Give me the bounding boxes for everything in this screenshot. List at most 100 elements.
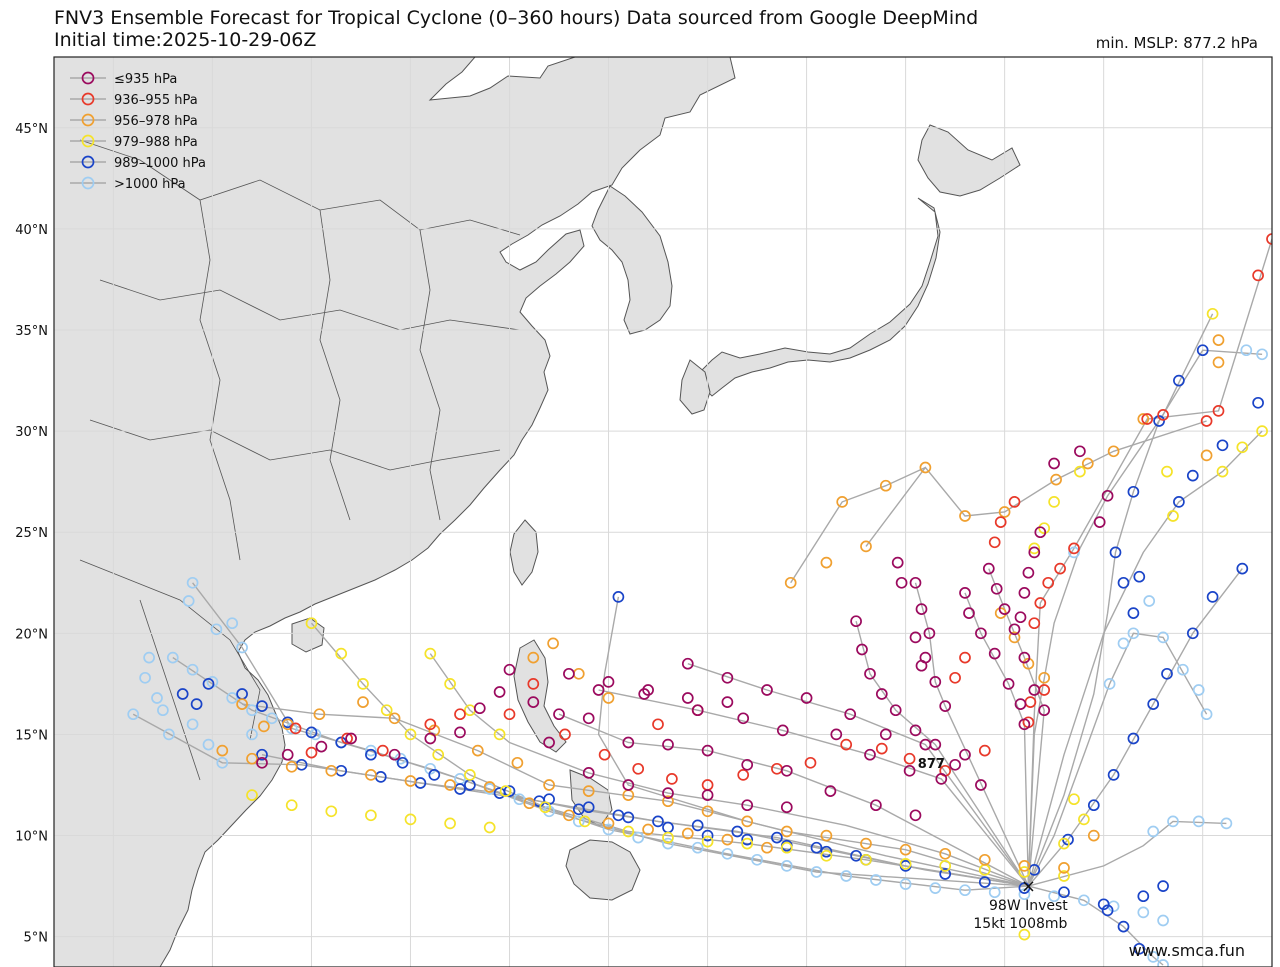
legend-marker [81, 176, 95, 190]
forecast-point [563, 809, 575, 822]
forecast-point [365, 744, 377, 757]
forecast-point [1068, 546, 1080, 559]
forecast-point [1087, 829, 1100, 842]
forecast-point [939, 847, 952, 860]
forecast-point [572, 815, 585, 828]
forecast-point [1002, 678, 1015, 690]
forecast-point [1137, 890, 1150, 903]
forecast-point [1200, 708, 1213, 721]
forecast-point [761, 684, 773, 696]
forecast-point [909, 724, 922, 737]
forecast-point [493, 686, 506, 698]
forecast-point [840, 870, 853, 882]
forecast-point [305, 746, 318, 759]
forecast-point [691, 841, 704, 854]
forecast-point [870, 874, 882, 886]
forecast-point [176, 688, 189, 700]
forecast-point [1062, 833, 1074, 846]
forecast-point [285, 760, 298, 773]
forecast-point [701, 835, 714, 848]
lat-tick-label: 20°N [15, 627, 48, 642]
forecast-point [388, 712, 401, 725]
forecast-point [511, 756, 524, 769]
forecast-track [597, 596, 1029, 887]
forecast-point [1078, 894, 1090, 907]
forecast-point [186, 663, 199, 676]
forecast-point [266, 712, 278, 725]
forecast-point [891, 556, 904, 569]
forecast-point [820, 849, 833, 862]
forecast-track [242, 703, 1029, 887]
forecast-point [1018, 866, 1031, 878]
forecast-point [246, 789, 258, 801]
forecast-point [701, 789, 714, 801]
forecast-point [281, 748, 294, 761]
forecast-point [990, 582, 1003, 595]
forecast-point [335, 736, 348, 749]
forecast-track [1027, 430, 1263, 887]
forecast-point [483, 781, 496, 793]
forecast-point [810, 866, 823, 878]
forecast-point [246, 704, 258, 717]
forecast-point [919, 461, 932, 474]
forecast-point [1216, 465, 1229, 478]
forecast-point [1050, 473, 1062, 486]
storm-name: 98W Invest [989, 898, 1068, 914]
forecast-point [701, 829, 714, 842]
legend-marker [81, 92, 95, 106]
forecast-point [820, 556, 833, 569]
forecast-point [988, 647, 1001, 660]
forecast-point [1078, 813, 1090, 826]
forecast-point [1093, 516, 1106, 528]
forecast-point [982, 562, 995, 575]
forecast-point [1186, 627, 1199, 640]
forecast-point [612, 591, 625, 603]
forecast-point [1236, 441, 1249, 454]
forecast-point [909, 576, 922, 589]
forecast-point [1022, 566, 1035, 579]
forecast-track [988, 568, 1045, 887]
forecast-point [424, 647, 437, 660]
japan-kyushu [679, 359, 711, 415]
forecast-point [527, 651, 540, 664]
forecast-point [151, 692, 163, 704]
forecast-point [850, 849, 862, 862]
forecast-point [731, 825, 744, 838]
forecast-point [824, 785, 837, 797]
forecast-point [357, 696, 369, 708]
lat-tick-label: 30°N [15, 425, 48, 440]
forecast-point [404, 728, 417, 741]
forecast-point [1161, 465, 1173, 478]
forecast-point [582, 712, 595, 725]
legend: ≤935 hPa 936–955 hPa 956–978 hPa 979–988 hP… [70, 71, 206, 192]
forecast-point [365, 809, 377, 822]
forecast-point [701, 744, 714, 757]
forecast-point [776, 724, 789, 737]
lat-tick-label: 40°N [15, 223, 48, 238]
forecast-point [959, 884, 971, 897]
forecast-track [1028, 820, 1227, 887]
forecast-point [578, 815, 591, 828]
forecast-point [602, 823, 615, 836]
forecast-point [741, 799, 754, 812]
forecast-point [1206, 307, 1219, 320]
forecast-point [602, 676, 615, 688]
forecast-point [1018, 882, 1031, 894]
forecast-point [582, 767, 595, 779]
forecast-point [454, 783, 466, 795]
forecast-point [879, 479, 892, 492]
legend-marker [81, 71, 95, 85]
min-mslp-readout: min. MSLP: 877.2 hPa [1095, 34, 1258, 52]
forecast-point [256, 748, 268, 761]
chart-title: FNV3 Ensemble Forecast for Tropical Cycl… [54, 7, 979, 29]
forecast-point [632, 831, 645, 844]
lat-tick-label: 10°N [15, 830, 48, 845]
forecast-point [432, 748, 445, 761]
forecast-point [1200, 449, 1213, 462]
forecast-point [444, 817, 456, 830]
forecast-point [903, 752, 916, 765]
forecast-point [864, 748, 876, 761]
forecast-point [652, 815, 664, 828]
forecast-point [236, 698, 248, 710]
forecast-point [1206, 591, 1219, 603]
